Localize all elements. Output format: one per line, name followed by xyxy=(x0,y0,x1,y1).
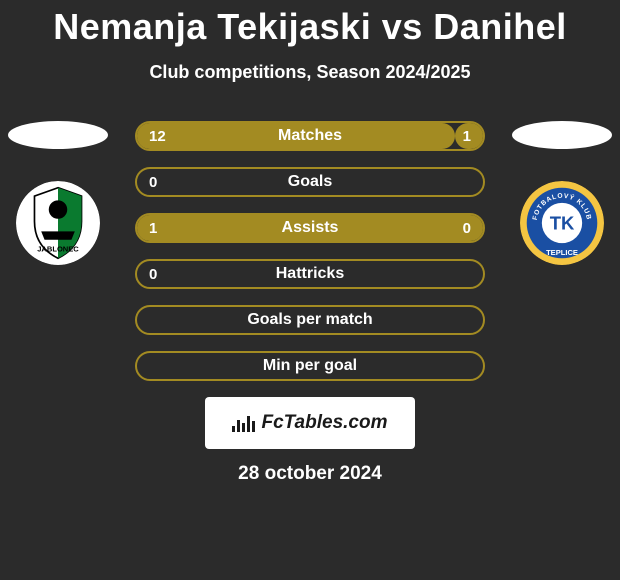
stat-value-left: 12 xyxy=(149,128,166,145)
stat-label: Assists xyxy=(282,219,339,237)
stat-value-left: 1 xyxy=(149,220,157,237)
player-left-club-badge: JABLONEC xyxy=(16,181,100,265)
comparison-subtitle: Club competitions, Season 2024/2025 xyxy=(0,62,620,83)
stat-row: Goals per match xyxy=(135,305,485,335)
branding-box: FcTables.com xyxy=(205,397,415,449)
player-right-column: TK FOTBALOVÝ KLUB TEPLICE xyxy=(512,121,612,265)
branding-text: FcTables.com xyxy=(261,412,387,434)
player-right-photo-placeholder xyxy=(512,121,612,149)
stat-label: Min per goal xyxy=(263,357,357,375)
comparison-title: Nemanja Tekijaski vs Danihel xyxy=(0,0,620,48)
chart-bars-icon xyxy=(232,414,255,432)
stat-value-right: 0 xyxy=(463,220,471,237)
player-left-column: JABLONEC xyxy=(8,121,108,265)
stat-row: 0 Hattricks xyxy=(135,259,485,289)
stats-list: 12 1 Matches 0 Goals 1 0 Assists 0 Hattricks Goals… xyxy=(135,121,485,381)
content-area: JABLONEC TK FOTBALOVÝ KLUB TEPLICE 12 1 Ma… xyxy=(0,121,620,485)
stat-value-left: 0 xyxy=(149,266,157,283)
stat-row: Min per goal xyxy=(135,351,485,381)
stat-value-left: 0 xyxy=(149,174,157,191)
player-left-photo-placeholder xyxy=(8,121,108,149)
svg-text:TEPLICE: TEPLICE xyxy=(546,248,578,257)
svg-text:JABLONEC: JABLONEC xyxy=(37,245,79,254)
stat-value-right: 1 xyxy=(463,128,471,145)
stat-row: 1 0 Assists xyxy=(135,213,485,243)
svg-text:TK: TK xyxy=(550,213,575,234)
stat-label: Goals per match xyxy=(247,311,372,329)
stat-label: Hattricks xyxy=(276,265,344,283)
stat-label: Matches xyxy=(278,127,342,145)
stat-row: 0 Goals xyxy=(135,167,485,197)
stat-label: Goals xyxy=(288,173,332,191)
comparison-date: 28 october 2024 xyxy=(0,463,620,485)
stat-row: 12 1 Matches xyxy=(135,121,485,151)
player-right-club-badge: TK FOTBALOVÝ KLUB TEPLICE xyxy=(520,181,604,265)
